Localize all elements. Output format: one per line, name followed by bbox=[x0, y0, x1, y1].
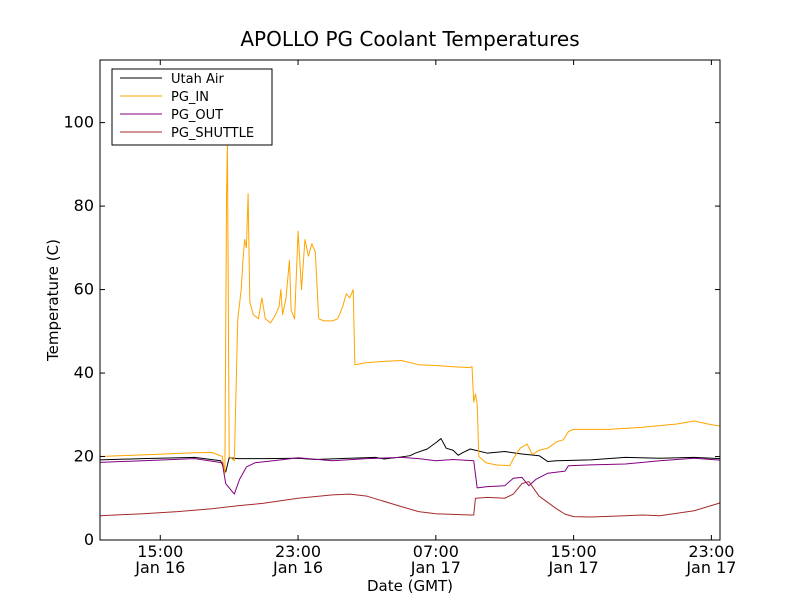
x-axis-label: Date (GMT) bbox=[367, 577, 453, 595]
x-tick-label-date: Jan 17 bbox=[548, 558, 599, 577]
chart: APOLLO PG Coolant Temperatures 0 20 40 60 80… bbox=[0, 0, 800, 600]
y-tick-label: 80 bbox=[74, 196, 94, 215]
x-tick-label-date: Jan 16 bbox=[272, 558, 323, 577]
series-line-pg-in bbox=[100, 143, 780, 473]
y-tick-label: 60 bbox=[74, 280, 94, 299]
y-tick-label: 20 bbox=[74, 447, 94, 466]
legend-label: Utah Air bbox=[171, 72, 224, 87]
x-tick-label-date: Jan 17 bbox=[685, 558, 736, 577]
y-tick-label: 0 bbox=[84, 530, 94, 549]
x-tick-label-date: Jan 16 bbox=[134, 558, 185, 577]
legend-label: PG_IN bbox=[171, 90, 209, 105]
series-line-pg-out bbox=[100, 457, 780, 494]
legend-label: PG_OUT bbox=[171, 108, 223, 123]
chart-title: APOLLO PG Coolant Temperatures bbox=[240, 27, 579, 51]
legend: Utah Air PG_IN PG_OUT PG_SHUTTLE bbox=[112, 69, 272, 145]
series-line-pg-shuttle bbox=[100, 482, 800, 517]
y-tick-label: 100 bbox=[63, 113, 94, 132]
series-line-utah-air bbox=[100, 439, 720, 472]
series-layer bbox=[100, 143, 800, 517]
x-tick-label-date: Jan 17 bbox=[410, 558, 461, 577]
legend-label: PG_SHUTTLE bbox=[171, 126, 254, 141]
y-axis: 0 20 40 60 80 100 bbox=[63, 113, 720, 549]
y-tick-label: 40 bbox=[74, 363, 94, 382]
y-axis-label: Temperature (C) bbox=[44, 239, 62, 362]
